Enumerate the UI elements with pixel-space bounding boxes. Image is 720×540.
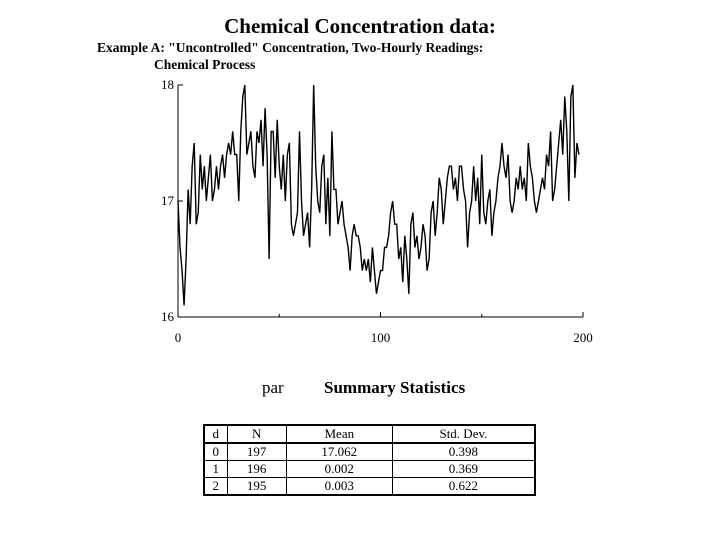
chart-subtitle-process: Chemical Process <box>154 57 256 72</box>
table-cell: 0.369 <box>391 460 536 478</box>
x-tick-label: 100 <box>371 330 391 345</box>
table-row: 0 197 17.062 0.398 <box>203 442 536 461</box>
table-cell: 196 <box>226 460 287 478</box>
chart-series <box>177 84 580 306</box>
table-cell: 0 <box>203 442 228 461</box>
y-tick-label: 17 <box>161 193 175 208</box>
y-tick-label: 16 <box>161 309 175 324</box>
stats-heading: Summary Statistics <box>324 378 466 397</box>
table-cell: 0.002 <box>285 460 393 478</box>
concentration-line-chart: 16 17 18 0 100 200 <box>161 77 593 345</box>
chart-axes: 16 17 18 0 100 200 <box>161 77 593 345</box>
summary-statistics-table: d N Mean Std. Dev. 0 197 17.062 0.398 1 … <box>203 424 536 496</box>
table-cell: 197 <box>226 442 287 461</box>
column-header-n: N <box>226 424 287 444</box>
table-header-row: d N Mean Std. Dev. <box>203 424 536 444</box>
column-header-std-dev: Std. Dev. <box>391 424 536 444</box>
table-cell: 17.062 <box>285 442 393 461</box>
table-cell: 2 <box>203 477 228 496</box>
stats-prefix: par <box>262 378 284 397</box>
table-cell: 0.398 <box>391 442 536 461</box>
table-cell: 0.622 <box>391 477 536 496</box>
x-tick-label: 200 <box>573 330 593 345</box>
table-cell: 1 <box>203 460 228 478</box>
table-cell: 195 <box>226 477 287 496</box>
table-row: 2 195 0.003 0.622 <box>203 477 536 496</box>
table-row: 1 196 0.002 0.369 <box>203 460 536 478</box>
chart-subtitle: Example A: "Uncontrolled" Concentration,… <box>97 40 484 55</box>
column-header-d: d <box>203 424 228 444</box>
chart-title: Chemical Concentration data: <box>224 14 496 38</box>
column-header-mean: Mean <box>285 424 393 444</box>
table-cell: 0.003 <box>285 477 393 496</box>
y-tick-label: 18 <box>161 77 174 92</box>
x-tick-label: 0 <box>175 330 182 345</box>
series-line <box>177 84 580 306</box>
